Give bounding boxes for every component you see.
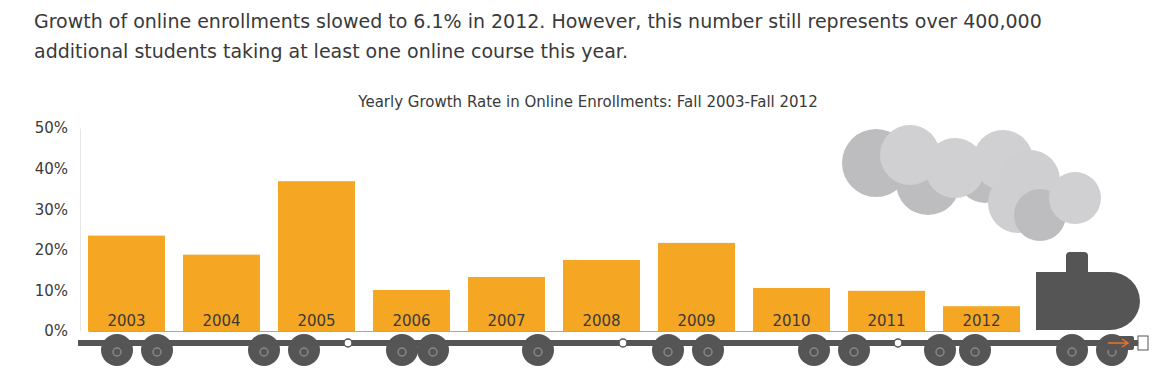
x-tick: 2009 [677, 312, 715, 331]
wheel [652, 334, 684, 366]
x-tick-label: 2007 [487, 312, 525, 330]
x-tick-label: 2005 [297, 312, 335, 330]
coupler [344, 339, 352, 347]
bar [88, 236, 165, 331]
wheel-hub [398, 348, 406, 356]
x-axis: 2003 2004 2005 2006 2007 2008 2009 2010 2011 2012 [89, 312, 1021, 332]
wheel [417, 334, 449, 366]
x-tick: 2010 [772, 312, 810, 331]
headline: Growth of online enrollments slowed to 6… [34, 10, 1042, 32]
y-tick-label: 50% [35, 119, 68, 137]
wheel [101, 334, 133, 366]
wheel-hub [936, 348, 944, 356]
wheel-hub [260, 348, 268, 356]
wheel [248, 334, 280, 366]
x-tick: 2011 [867, 312, 905, 331]
wheel [386, 334, 418, 366]
wheel-hub [153, 348, 161, 356]
y-tick: 10% [35, 282, 80, 300]
wheel [924, 334, 956, 366]
wheel [959, 334, 991, 366]
x-tick: 2008 [582, 312, 620, 331]
wheel-hub [1068, 348, 1076, 356]
wheel [838, 334, 870, 366]
wheel-hub [113, 348, 121, 356]
x-tick-label: 2006 [392, 312, 430, 330]
y-tick: 30% [35, 201, 80, 219]
bar [943, 306, 1020, 331]
wheel-hub [664, 348, 672, 356]
locomotive [1036, 272, 1140, 330]
bar [278, 181, 355, 331]
wheel-hub [971, 348, 979, 356]
bars [88, 181, 1020, 331]
y-tick: 20% [35, 241, 80, 259]
wheel-hub [534, 348, 542, 356]
smoke [1049, 172, 1101, 224]
x-tick-label: 2011 [867, 312, 905, 330]
logo-box [1138, 336, 1148, 350]
bar [658, 243, 735, 331]
wheel [522, 334, 554, 366]
logo-arrow [1108, 339, 1128, 347]
bar [468, 277, 545, 331]
wheel-hub [850, 348, 858, 356]
chart-title: Yearly Growth Rate in Online Enrollments… [357, 93, 817, 111]
x-tick-label: 2008 [582, 312, 620, 330]
y-tick-label: 10% [35, 282, 68, 300]
bar [848, 291, 925, 331]
x-tick: 2012 [962, 312, 1000, 331]
chart: Growth of online enrollments slowed to 6… [0, 0, 1162, 376]
x-tick: 2007 [487, 312, 525, 331]
headline: additional students taking at least one … [34, 40, 628, 62]
coupler [619, 339, 627, 347]
wheel-hub [810, 348, 818, 356]
x-axis-line [89, 331, 1021, 332]
x-tick: 2005 [297, 312, 335, 331]
y-tick-label: 30% [35, 201, 68, 219]
wheel [141, 334, 173, 366]
y-tick-label: 0% [44, 322, 68, 340]
x-tick: 2004 [202, 312, 240, 331]
y-tick-label: 20% [35, 241, 68, 259]
wheel-hub [300, 348, 308, 356]
x-tick-label: 2010 [772, 312, 810, 330]
wheel [288, 334, 320, 366]
y-tick: 0% [44, 322, 80, 340]
logo-badge [1104, 336, 1134, 350]
coupler [894, 339, 902, 347]
wheel [692, 334, 724, 366]
bar [753, 288, 830, 331]
wheel [798, 334, 830, 366]
y-axis: 0% 10% 20% 30% 40% 50% [35, 119, 81, 340]
x-tick-label: 2003 [107, 312, 145, 330]
wheel [1056, 334, 1088, 366]
train-decoration [78, 125, 1148, 366]
wheel-hub [704, 348, 712, 356]
bar [563, 260, 640, 331]
x-tick-label: 2012 [962, 312, 1000, 330]
y-axis-line [80, 129, 81, 332]
y-tick: 50% [35, 119, 80, 137]
x-tick: 2003 [107, 312, 145, 331]
bar [373, 290, 450, 331]
bar [183, 255, 260, 331]
x-tick-label: 2009 [677, 312, 715, 330]
x-tick-label: 2004 [202, 312, 240, 330]
track [78, 340, 1146, 346]
y-tick: 40% [35, 160, 80, 178]
x-tick: 2006 [392, 312, 430, 331]
wheel-hub [429, 348, 437, 356]
y-tick-label: 40% [35, 160, 68, 178]
